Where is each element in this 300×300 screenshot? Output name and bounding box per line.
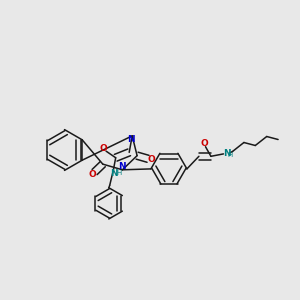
- Text: N: N: [223, 149, 230, 158]
- Text: O: O: [200, 139, 208, 148]
- Text: O: O: [99, 144, 107, 153]
- Text: O: O: [88, 169, 96, 178]
- Text: H: H: [227, 152, 232, 158]
- Text: H: H: [116, 170, 121, 176]
- Text: N: N: [118, 162, 126, 171]
- Text: N: N: [127, 135, 134, 144]
- Text: O: O: [147, 155, 155, 164]
- Text: N: N: [110, 169, 118, 178]
